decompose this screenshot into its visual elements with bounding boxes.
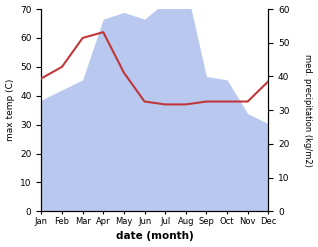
Y-axis label: med. precipitation (kg/m2): med. precipitation (kg/m2) <box>303 54 313 167</box>
Y-axis label: max temp (C): max temp (C) <box>5 79 15 141</box>
X-axis label: date (month): date (month) <box>116 231 194 242</box>
